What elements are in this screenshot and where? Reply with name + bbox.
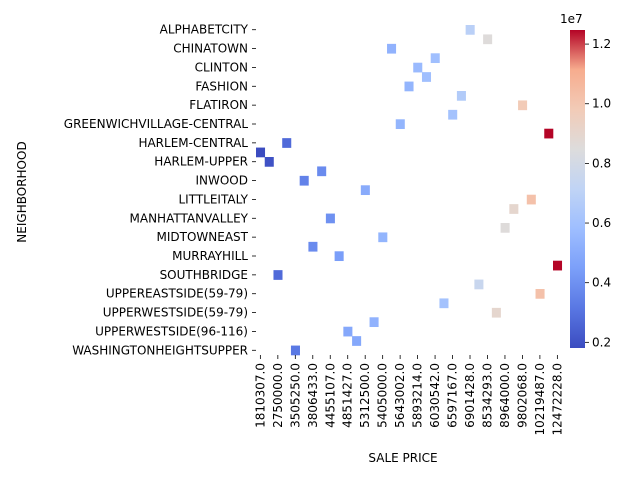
x-tick-label: 5405000.0 xyxy=(376,363,390,428)
y-tick-label: WASHINGTONHEIGHTSUPPER xyxy=(72,343,248,357)
heatmap-cell xyxy=(369,317,379,328)
y-tick-label: HARLEM-UPPER xyxy=(154,155,248,169)
x-tick-label: 3505250.0 xyxy=(288,363,302,428)
x-tick-label: 6901428.0 xyxy=(463,363,477,428)
colorbar-ticks: 0.2 0.4 0.6 0.8 1.0 1.2 xyxy=(585,37,611,349)
heatmap-cell xyxy=(430,53,440,64)
x-tick-label: 6030542.0 xyxy=(428,363,442,428)
heatmap-cell xyxy=(509,204,519,214)
plot-area xyxy=(256,25,563,356)
heatmap-cell xyxy=(360,185,370,196)
x-tick-label: 5643002.0 xyxy=(393,363,407,428)
heatmap-cell xyxy=(387,43,397,54)
heatmap-cell xyxy=(378,232,388,243)
y-tick-label: SOUTHBRIDGE xyxy=(160,268,248,282)
heatmap-cell xyxy=(491,307,501,318)
heatmap-cell xyxy=(352,336,362,346)
heatmap-cell xyxy=(526,194,536,205)
heatmap-cell xyxy=(518,100,528,111)
heatmap-cell xyxy=(317,166,327,177)
heatmap-cell xyxy=(483,34,493,45)
y-tick-label: MANHATTANVALLEY xyxy=(130,211,249,225)
heatmap-cell xyxy=(325,213,335,224)
colorbar-exponent: 1e7 xyxy=(560,12,583,26)
y-tick-label: INWOOD xyxy=(195,174,248,188)
heatmap-cell xyxy=(439,298,449,309)
colorbar-tick-label: 0.2 xyxy=(592,335,611,349)
x-tick-label: 9802068.0 xyxy=(515,363,529,428)
heatmap-cell xyxy=(290,345,300,356)
y-tick-label: MIDTOWNEAST xyxy=(157,230,249,244)
heatmap-cell xyxy=(264,157,274,167)
x-tick-label: 1810307.0 xyxy=(253,363,267,428)
colorbar-tick-label: 0.8 xyxy=(592,156,611,170)
y-tick-label: UPPEREASTSIDE(59-79) xyxy=(106,287,248,301)
heatmap-cell xyxy=(474,279,484,290)
heatmap-cell xyxy=(456,91,466,101)
y-tick-label: UPPERWESTSIDE(59-79) xyxy=(103,306,248,320)
y-axis-ticks: ALPHABETCITY CHINATOWN CLINTON FASHION FLATI… xyxy=(64,23,256,357)
heatmap-cell xyxy=(448,109,458,120)
colorbar-tick-label: 0.4 xyxy=(592,276,611,290)
x-tick-label: 12472228.0 xyxy=(550,363,564,436)
heatmap-cell xyxy=(535,289,545,299)
y-tick-label: UPPERWESTSIDE(96-116) xyxy=(95,324,248,338)
y-tick-label: ALPHABETCITY xyxy=(160,23,249,37)
y-tick-label: LITTLEITALY xyxy=(178,192,248,206)
x-tick-label: 10219487.0 xyxy=(533,363,547,436)
x-tick-label: 3806433.0 xyxy=(306,363,320,428)
colorbar-tick-label: 1.2 xyxy=(592,37,611,51)
x-tick-label: 4851427.0 xyxy=(341,363,355,428)
heatmap-cell xyxy=(465,25,475,35)
heatmap-cell xyxy=(343,326,353,337)
y-tick-label: CLINTON xyxy=(195,60,248,74)
y-tick-label: HARLEM-CENTRAL xyxy=(138,136,248,150)
colorbar-tick-label: 1.0 xyxy=(592,97,611,111)
heatmap-cell xyxy=(421,72,432,82)
x-tick-label: 8534293.0 xyxy=(480,363,494,428)
heatmap-cell xyxy=(553,260,563,271)
heatmap-cell xyxy=(395,119,405,130)
colorbar: 1e7 0.2 0.4 0.6 0.8 1.0 1.2 xyxy=(560,12,611,349)
x-axis-label: SALE PRICE xyxy=(368,451,437,465)
y-tick-label: FLATIRON xyxy=(189,98,248,112)
x-tick-label: 8964000.0 xyxy=(498,363,512,428)
x-tick-label: 5312500.0 xyxy=(358,363,372,428)
heatmap-cell xyxy=(544,128,554,139)
heatmap-cell xyxy=(308,241,318,252)
colorbar-gradient xyxy=(570,30,585,348)
heatmap-cell xyxy=(334,251,344,262)
heatmap-cell xyxy=(404,81,414,92)
x-axis-ticks: 1810307.0 2750000.0 3505250.0 3806433.0 4455… xyxy=(253,355,564,436)
x-tick-label: 2750000.0 xyxy=(271,363,285,428)
y-tick-label: CHINATOWN xyxy=(173,42,248,56)
y-tick-label: GREENWICHVILLAGE-CENTRAL xyxy=(64,117,249,131)
x-tick-label: 6597167.0 xyxy=(446,363,460,428)
x-tick-label: 4455107.0 xyxy=(323,363,337,428)
y-tick-label: MURRAYHILL xyxy=(172,249,248,263)
x-tick-label: 5893214.0 xyxy=(411,363,425,428)
heatmap-cell xyxy=(273,270,283,280)
heatmap-cell xyxy=(500,223,510,233)
colorbar-tick-label: 0.6 xyxy=(592,216,611,230)
heatmap-cell xyxy=(256,147,266,158)
heatmap-cell xyxy=(282,138,292,148)
y-tick-label: FASHION xyxy=(195,79,248,93)
y-axis-label: NEIGHBORHOOD xyxy=(15,141,29,242)
heatmap-cell xyxy=(299,175,309,186)
heatmap-cell xyxy=(413,62,423,73)
